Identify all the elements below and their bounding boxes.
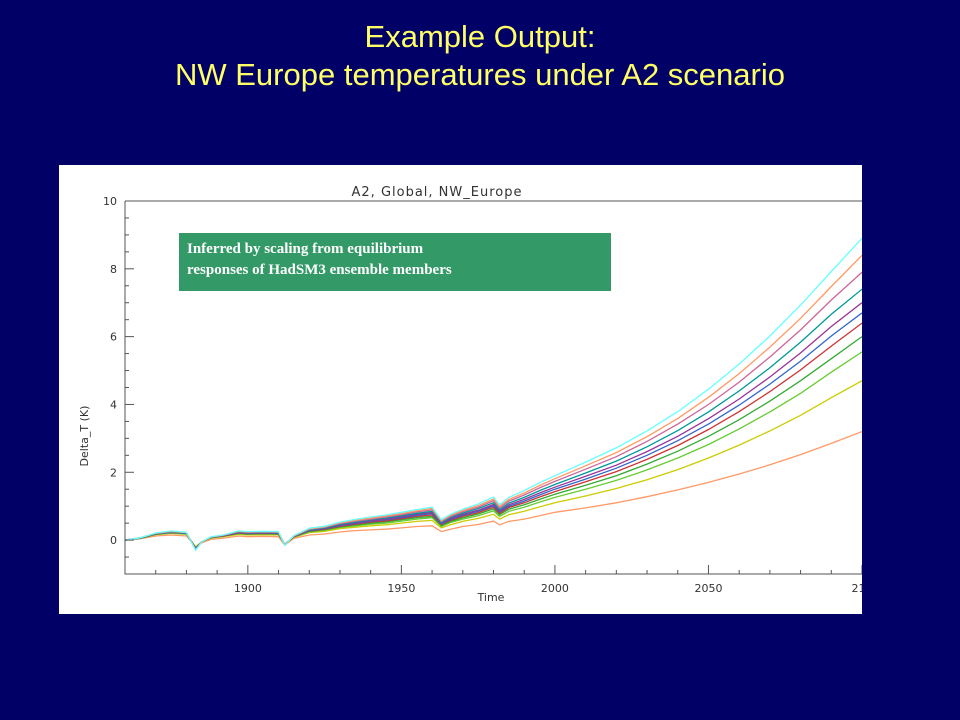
x-tick-label: 2050 (694, 582, 722, 595)
y-tick-label: 8 (110, 263, 117, 276)
annotation-box: Inferred by scaling from equilibrium res… (179, 233, 611, 291)
series-line-1 (124, 430, 862, 548)
x-tick-label: 1900 (234, 582, 262, 595)
y-tick-label: 2 (110, 466, 117, 479)
x-tick-label: 210 (852, 582, 863, 595)
chart-panel: A2, Global, NW_Europe Time Delta_T (K) 0… (59, 165, 862, 614)
y-tick-label: 0 (110, 534, 117, 547)
y-axis-label: Delta_T (K) (78, 406, 91, 467)
y-tick-label: 6 (110, 331, 117, 344)
series-line-7 (124, 302, 862, 551)
series-line-11 (124, 237, 862, 552)
y-tick-label: 4 (110, 398, 117, 411)
annotation-line1: Inferred by scaling from equilibrium (187, 241, 424, 257)
series-layer (124, 237, 862, 552)
slide-title-line2: NW Europe temperatures under A2 scenario (175, 57, 785, 92)
x-axis-label: Time (477, 591, 505, 604)
chart: A2, Global, NW_Europe Time Delta_T (K) 0… (78, 185, 862, 604)
series-line-8 (124, 288, 862, 551)
slide-title-line1: Example Output: (364, 19, 596, 54)
x-tick-label: 1950 (387, 582, 415, 595)
x-tick-label: 2000 (541, 582, 569, 595)
slide-title: Example Output: NW Europe temperatures u… (0, 18, 960, 94)
annotation-line2: responses of HadSM3 ensemble members (187, 262, 452, 278)
series-line-2 (124, 380, 862, 548)
chart-title: A2, Global, NW_Europe (352, 185, 523, 200)
y-tick-label: 10 (103, 195, 117, 208)
axis-layer: 0 2 4 6 8 10 1900 1950 2000 2050 210 (103, 195, 862, 595)
series-line-6 (124, 312, 862, 550)
series-line-4 (124, 336, 862, 549)
